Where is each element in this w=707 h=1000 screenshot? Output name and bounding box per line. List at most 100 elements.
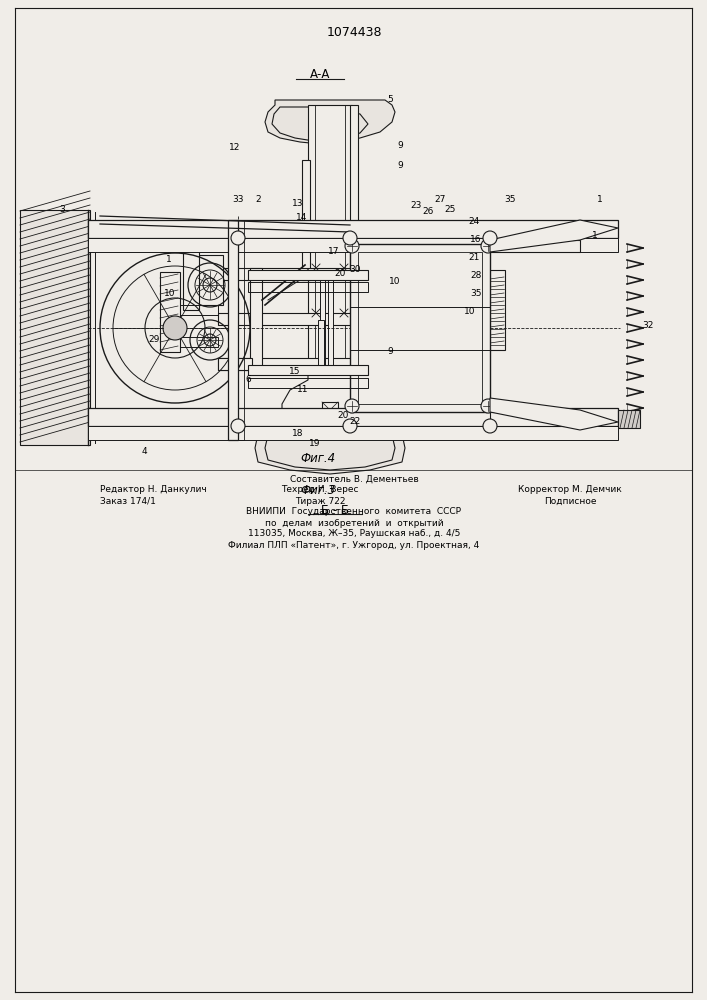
Text: 35: 35 — [504, 196, 515, 205]
Circle shape — [481, 239, 495, 253]
Bar — [178, 305, 218, 315]
Polygon shape — [20, 210, 90, 445]
Circle shape — [231, 231, 245, 245]
Text: 16: 16 — [470, 235, 481, 244]
Text: Техред И. Верес: Техред И. Верес — [281, 486, 358, 494]
Text: Редактор Н. Данкулич: Редактор Н. Данкулич — [100, 486, 206, 494]
Circle shape — [345, 239, 359, 253]
Circle shape — [483, 419, 497, 433]
Bar — [88, 220, 618, 238]
Bar — [318, 320, 324, 410]
Bar — [88, 408, 618, 426]
Polygon shape — [282, 370, 378, 418]
Text: 10: 10 — [464, 308, 476, 316]
Text: 13: 13 — [292, 200, 304, 209]
Bar — [325, 370, 333, 440]
Polygon shape — [265, 100, 395, 144]
Text: Подписное: Подписное — [544, 496, 596, 506]
Text: 1074438: 1074438 — [326, 25, 382, 38]
Bar — [160, 272, 180, 352]
Text: 9: 9 — [387, 348, 393, 357]
Circle shape — [412, 320, 428, 336]
Text: Филиал ПЛП «Патент», г. Ужгород, ул. Проектная, 4: Филиал ПЛП «Патент», г. Ужгород, ул. Про… — [228, 540, 479, 550]
Text: 9: 9 — [397, 160, 403, 169]
Bar — [248, 365, 368, 375]
Text: 4: 4 — [141, 448, 147, 456]
Bar — [88, 426, 618, 440]
Text: 23: 23 — [410, 200, 421, 210]
Bar — [437, 255, 465, 305]
Text: Составитель В. Дементьев: Составитель В. Дементьев — [290, 475, 419, 484]
Text: 30: 30 — [349, 265, 361, 274]
Text: 18: 18 — [292, 430, 304, 438]
Text: 6: 6 — [245, 375, 251, 384]
Bar — [250, 268, 262, 370]
Text: 1: 1 — [592, 231, 598, 239]
Text: 14: 14 — [296, 214, 308, 223]
Text: 12: 12 — [229, 143, 240, 152]
Circle shape — [231, 419, 245, 433]
Text: 28: 28 — [470, 271, 481, 280]
Circle shape — [343, 231, 357, 245]
Circle shape — [343, 419, 357, 433]
Bar — [178, 337, 218, 347]
Bar — [408, 358, 442, 370]
Text: 1: 1 — [597, 196, 603, 205]
Text: 19: 19 — [309, 440, 321, 448]
Text: по  делам  изобретений  и  открытий: по делам изобретений и открытий — [264, 518, 443, 528]
Text: 33: 33 — [233, 196, 244, 205]
Bar — [88, 238, 618, 252]
Bar — [398, 268, 410, 370]
Bar — [248, 282, 368, 292]
Text: 2: 2 — [255, 196, 261, 205]
Bar — [490, 240, 580, 252]
Text: 10: 10 — [164, 290, 176, 298]
Text: 27: 27 — [434, 196, 445, 205]
Bar — [218, 268, 442, 280]
Text: 32: 32 — [643, 320, 654, 330]
Text: 9: 9 — [397, 140, 403, 149]
Text: 20: 20 — [337, 412, 349, 420]
Circle shape — [483, 231, 497, 245]
Bar — [444, 337, 482, 347]
Polygon shape — [490, 220, 618, 252]
Bar — [238, 220, 244, 440]
Circle shape — [481, 399, 495, 413]
Text: 21: 21 — [468, 253, 479, 262]
Bar — [475, 270, 505, 350]
Text: 24: 24 — [468, 218, 479, 227]
Bar — [228, 220, 238, 440]
Bar — [618, 410, 640, 428]
Text: 29: 29 — [148, 336, 160, 344]
Text: ВНИИПИ  Государственного  комитета  СССР: ВНИИПИ Государственного комитета СССР — [247, 508, 462, 516]
Bar — [350, 244, 490, 412]
Text: 10: 10 — [390, 277, 401, 286]
Bar — [358, 252, 482, 404]
Text: 113035, Москва, Ж–35, Раушская наб., д. 4/5: 113035, Москва, Ж–35, Раушская наб., д. … — [248, 530, 460, 538]
Bar — [183, 250, 199, 310]
Bar — [444, 305, 482, 315]
Bar — [308, 105, 352, 370]
Bar — [490, 412, 580, 426]
Bar — [302, 160, 310, 280]
Circle shape — [345, 399, 359, 413]
Text: Фиг.4: Фиг.4 — [300, 452, 336, 464]
Text: 5: 5 — [387, 96, 393, 104]
Text: 25: 25 — [444, 206, 456, 215]
Text: 1: 1 — [166, 255, 172, 264]
Bar — [315, 365, 323, 445]
Text: 22: 22 — [349, 418, 361, 426]
Text: Заказ 174/1: Заказ 174/1 — [100, 496, 156, 506]
Bar — [320, 270, 325, 370]
Circle shape — [163, 316, 187, 340]
Text: Б - Б: Б - Б — [321, 504, 349, 516]
Text: 11: 11 — [297, 385, 309, 394]
Text: 17: 17 — [328, 247, 340, 256]
Text: 3: 3 — [59, 206, 65, 215]
Text: 15: 15 — [289, 367, 300, 376]
Bar — [218, 358, 442, 370]
Text: А-А: А-А — [310, 68, 330, 82]
Text: Фиг.3: Фиг.3 — [300, 484, 336, 496]
Bar — [328, 270, 333, 370]
Bar — [322, 402, 338, 418]
